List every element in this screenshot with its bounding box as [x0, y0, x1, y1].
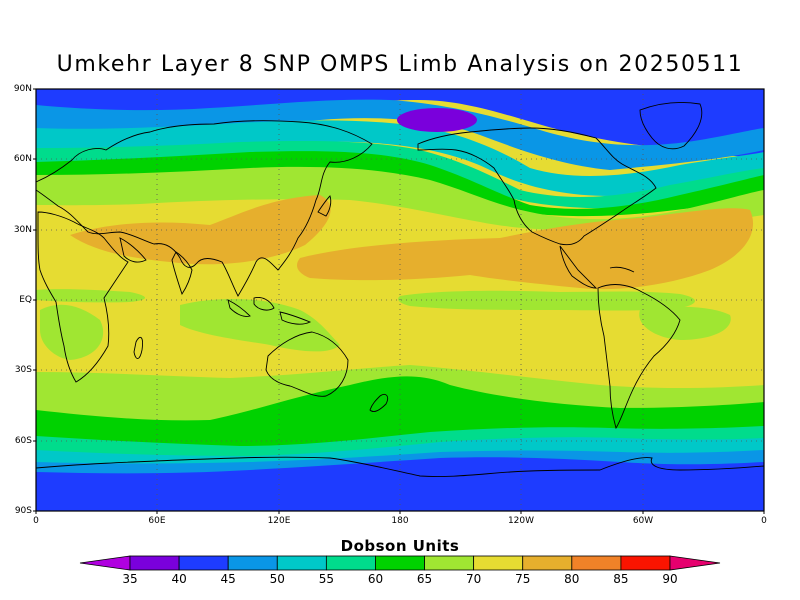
- lat-label: 30N: [13, 225, 32, 235]
- colorbar-tick-label: 75: [515, 572, 531, 586]
- lon-label: 0: [33, 516, 39, 526]
- lon-label: 60W: [632, 516, 654, 526]
- axis-ticks: [33, 88, 765, 514]
- colorbar-tick-label: 45: [220, 572, 236, 586]
- colorbar-box: [522, 555, 573, 571]
- lon-label: 0: [761, 516, 767, 526]
- map-title: Umkehr Layer 8 SNP OMPS Limb Analysis on…: [56, 52, 744, 77]
- colorbar-tick-label: 40: [171, 572, 187, 586]
- colorbar-over-triangle: [669, 555, 721, 571]
- lat-label: 30S: [14, 365, 32, 375]
- coastlines: [36, 101, 764, 477]
- colorbar-tick-label: 60: [367, 572, 384, 586]
- units-label: Dobson Units: [340, 537, 460, 555]
- lat-label: 90S: [14, 506, 32, 516]
- lon-label: 180: [391, 516, 409, 526]
- colorbar-box: [178, 555, 229, 571]
- colorbar-under-triangle: [79, 555, 131, 571]
- ozone-field: [36, 89, 764, 511]
- colorbar-box: [571, 555, 622, 571]
- colorbar-tick-label: 70: [465, 572, 482, 586]
- colorbar-tick-label: 90: [662, 572, 678, 586]
- lat-label: 60N: [13, 154, 32, 164]
- lat-label: EQ: [19, 295, 32, 305]
- colorbar-box: [424, 555, 475, 571]
- lat-label: 60S: [14, 436, 32, 446]
- colorbar-tick-label: 35: [122, 572, 138, 586]
- lon-label: 120W: [507, 516, 535, 526]
- colorbar-tick-label: 50: [269, 572, 285, 586]
- lon-label: 60E: [148, 516, 166, 526]
- colorbar-tick-label: 85: [613, 572, 629, 586]
- colorbar-tick-label: 65: [416, 572, 433, 586]
- lat-label: 90N: [13, 84, 32, 94]
- colorbar-box: [129, 555, 180, 571]
- colorbar-box: [276, 555, 327, 571]
- colorbar-box: [620, 555, 671, 571]
- colorbar-tick-label: 55: [318, 572, 334, 586]
- colorbar-box: [375, 555, 425, 571]
- graticule: [36, 89, 764, 511]
- colorbar-tick-label: 80: [564, 572, 580, 586]
- lon-label: 120E: [267, 516, 291, 526]
- colorbar-box: [325, 555, 376, 571]
- colorbar-box: [473, 555, 524, 571]
- colorbar-box: [227, 555, 278, 571]
